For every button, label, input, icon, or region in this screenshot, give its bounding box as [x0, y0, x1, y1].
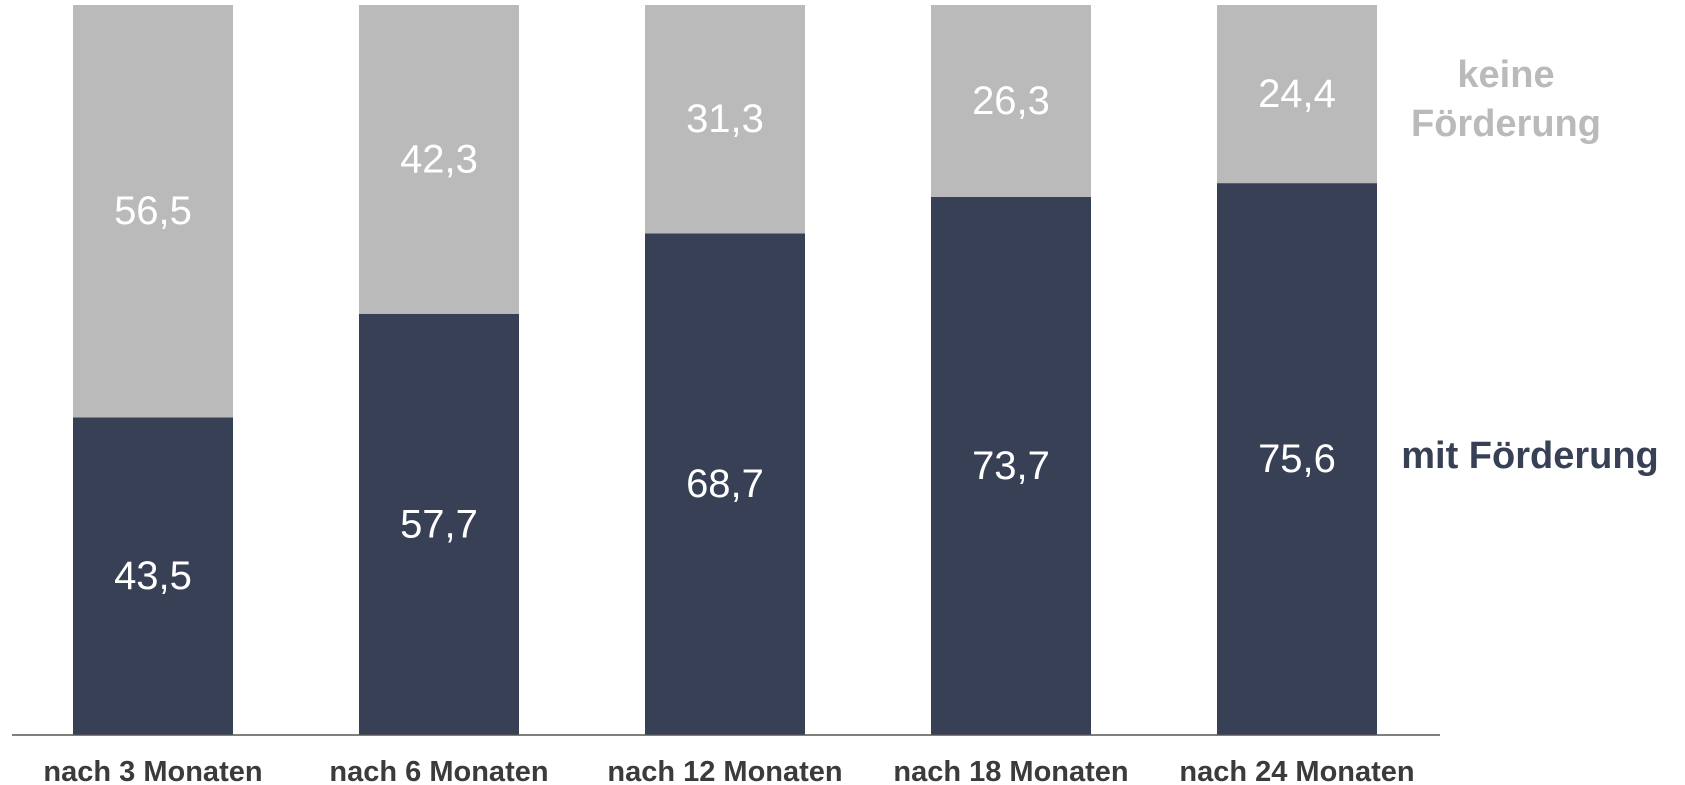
data-label: 43,5 [114, 554, 192, 598]
category-label: nach 3 Monaten [43, 756, 262, 785]
bar-segment-keine-foerderung [1217, 5, 1377, 184]
bar-segment-mit-foerderung [931, 196, 1091, 736]
category-label: nach 18 Monaten [893, 756, 1128, 785]
bar-segment-mit-foerderung [359, 313, 519, 735]
data-label: 75,6 [1258, 437, 1336, 481]
value-labels-group: 43,5 56,5 57,7 42,3 68,7 31,3 73,7 26,3 75,6 24,4 [114, 72, 1336, 598]
legend-label: Förderung [1411, 103, 1601, 145]
bar-segment-keine-foerderung [73, 5, 233, 418]
category-labels-group: nach 3 Monaten nach 6 Monaten nach 12 Mona… [43, 756, 1414, 785]
data-label: 57,7 [400, 502, 478, 546]
data-label: 31,3 [686, 97, 764, 141]
category-label: nach 24 Monaten [1179, 756, 1414, 785]
data-label: 42,3 [400, 137, 478, 181]
legend: keine Förderung mit Förderung [1401, 54, 1659, 477]
data-label: 73,7 [972, 444, 1050, 488]
category-label: nach 12 Monaten [607, 756, 842, 785]
bar-segment-keine-foerderung [359, 5, 519, 314]
data-label: 68,7 [686, 462, 764, 506]
legend-label: keine [1457, 54, 1554, 96]
bar-segment-keine-foerderung [931, 5, 1091, 197]
data-label: 26,3 [972, 79, 1050, 123]
bar-segment-mit-foerderung [1217, 183, 1377, 735]
bar-segment-keine-foerderung [645, 5, 805, 234]
bar-segment-mit-foerderung [73, 417, 233, 735]
data-label: 24,4 [1258, 72, 1336, 116]
data-label: 56,5 [114, 189, 192, 233]
bar-segment-mit-foerderung [645, 233, 805, 736]
bars-group [73, 5, 1377, 736]
legend-label: mit Förderung [1401, 435, 1659, 477]
category-label: nach 6 Monaten [329, 756, 548, 785]
